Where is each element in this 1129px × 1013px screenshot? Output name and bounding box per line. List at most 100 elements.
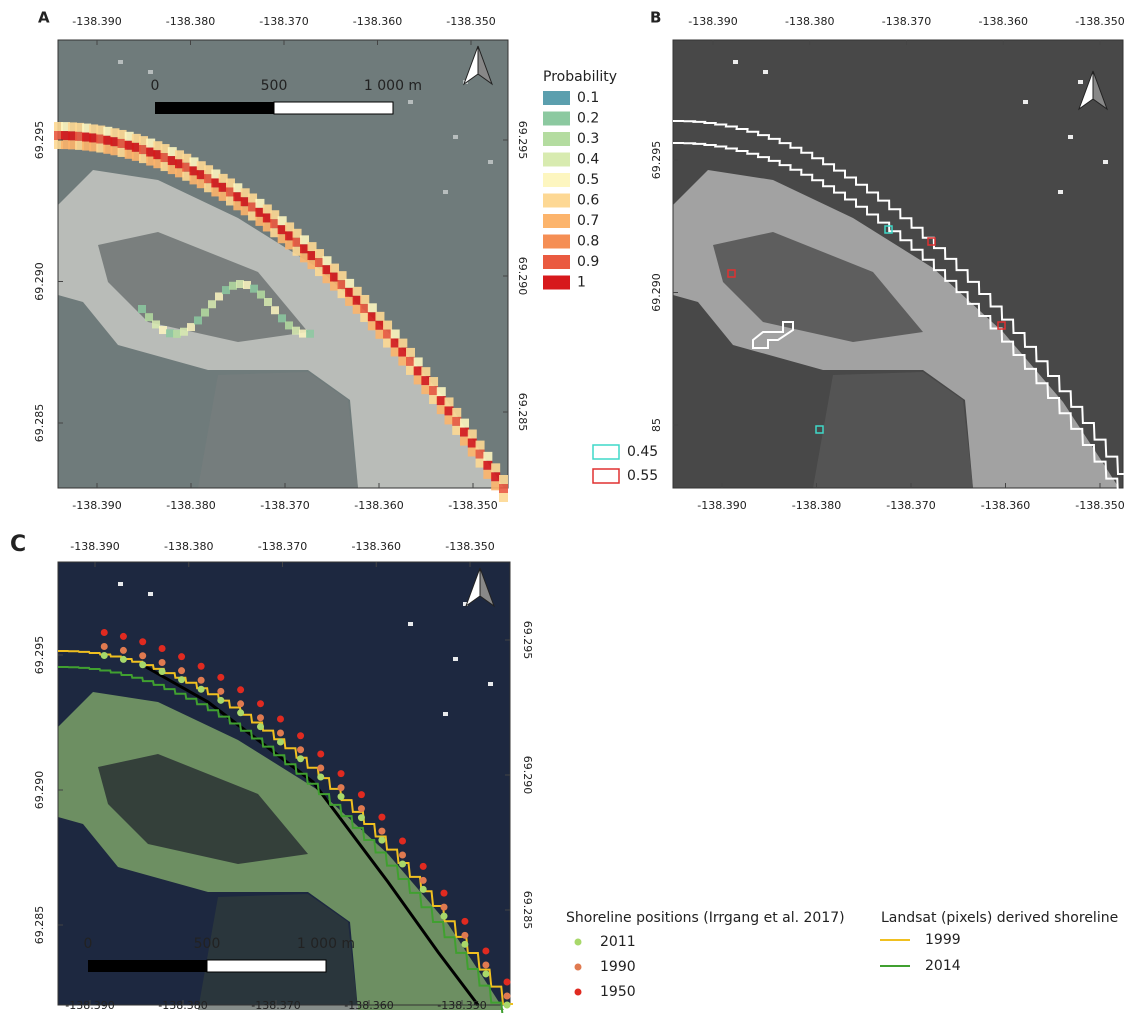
probability-pixel (243, 281, 251, 289)
shoreline-point (441, 890, 448, 897)
shoreline-point (178, 653, 185, 660)
probability-pixel (460, 428, 469, 437)
shoreline-point (420, 863, 427, 870)
probability-pixel (152, 320, 160, 328)
shoreline-point (297, 755, 304, 762)
legend-marker (575, 939, 582, 946)
coordinate-label: -138.370 (258, 540, 307, 553)
coordinate-label: 69.290 (521, 756, 534, 795)
legend-title: Probability (543, 69, 617, 85)
shoreline-point (277, 716, 284, 723)
coordinate-label: 69.285 (33, 906, 46, 945)
shoreline-point (504, 993, 511, 1000)
ice-floe (453, 657, 458, 661)
probability-pixel (414, 357, 423, 366)
coordinate-label: -138.390 (72, 499, 121, 512)
probability-pixel (194, 316, 202, 324)
ice-floe (1103, 160, 1108, 164)
probability-pixel (445, 406, 454, 415)
probability-pixel (483, 470, 492, 479)
probability-pixel (468, 439, 477, 448)
shoreline-point (120, 656, 127, 663)
probability-pixel (499, 484, 508, 493)
ice-floe (148, 592, 153, 596)
shoreline-point (277, 739, 284, 746)
shoreline-point (420, 886, 427, 893)
probability-pixel (250, 285, 258, 293)
legend-label: 2011 (600, 934, 636, 950)
probability-pixel (491, 481, 500, 490)
shoreline-point (378, 837, 385, 844)
probability-pixel (299, 330, 307, 338)
shoreline-point (317, 773, 324, 780)
probability-pixel (437, 387, 446, 396)
probability-pixel (208, 300, 216, 308)
shoreline-point (237, 709, 244, 716)
legend-label: 1 (577, 275, 586, 291)
probability-pixel (166, 329, 174, 337)
coordinate-label: 69.290 (650, 273, 663, 312)
legend-label: 0.6 (577, 193, 599, 209)
probability-pixel (414, 366, 423, 375)
shoreline-point (139, 638, 146, 645)
coordinate-label: -138.390 (70, 540, 119, 553)
legend-swatch (543, 173, 570, 187)
probability-pixel (499, 475, 508, 484)
coordinate-label: 69.285 (516, 393, 529, 432)
probability-pixel (398, 339, 407, 348)
probability-pixel (264, 298, 272, 306)
shoreline-point (441, 904, 448, 911)
coordinate-label: -138.350 (1075, 499, 1124, 512)
probability-pixel (460, 437, 469, 446)
probability-pixel (476, 450, 485, 459)
shoreline-point (504, 1002, 511, 1009)
shoreline-point (358, 814, 365, 821)
scale-bar-label: 1 000 m (297, 936, 355, 952)
scale-bar-black (155, 102, 274, 114)
scale-bar-label: 0 (84, 936, 93, 952)
ice-floe (488, 160, 493, 164)
probability-pixel (491, 463, 500, 472)
coordinate-label: 69.290 (516, 257, 529, 296)
legend-label: 1990 (600, 959, 636, 975)
shoreline-point (198, 677, 205, 684)
ice-floe (443, 190, 448, 194)
probability-pixel (306, 330, 314, 338)
shoreline-point (399, 852, 406, 859)
legend-label: 0.9 (577, 254, 599, 270)
shoreline-point (317, 750, 324, 757)
coordinate-label: -138.360 (354, 499, 403, 512)
shoreline-point (338, 770, 345, 777)
probability-pixel (460, 419, 469, 428)
shoreline-point (297, 746, 304, 753)
panel-label: C (10, 532, 26, 557)
shoreline-point (441, 913, 448, 920)
probability-pixel (483, 452, 492, 461)
legend-title: Landsat (pixels) derived shoreline (881, 910, 1118, 926)
shoreline-point (420, 877, 427, 884)
shoreline-point (178, 676, 185, 683)
scale-bar-black (88, 960, 207, 972)
ice-floe (443, 712, 448, 716)
coordinate-label: -138.350 (446, 15, 495, 28)
coordinate-label: 69.285 (33, 404, 46, 443)
legend-swatch (543, 255, 570, 269)
coordinate-label: -138.350 (1075, 15, 1124, 28)
probability-pixel (338, 271, 347, 280)
ice-floe (453, 135, 458, 139)
legend-label: 0.55 (627, 468, 658, 484)
coordinate-label: -138.380 (792, 499, 841, 512)
scale-bar-label: 1 000 m (364, 78, 422, 94)
ice-floe (488, 682, 493, 686)
panel-label: B (650, 9, 661, 27)
probability-pixel (476, 459, 485, 468)
legend-swatch (543, 91, 570, 105)
coordinate-label: -138.390 (688, 15, 737, 28)
probability-pixel (173, 330, 181, 338)
coordinate-label: 69.290 (33, 771, 46, 810)
shoreline-point (139, 652, 146, 659)
legend-marker (575, 964, 582, 971)
probability-pixel (353, 287, 362, 296)
probability-pixel (285, 321, 293, 329)
ice-floe (1078, 80, 1083, 84)
